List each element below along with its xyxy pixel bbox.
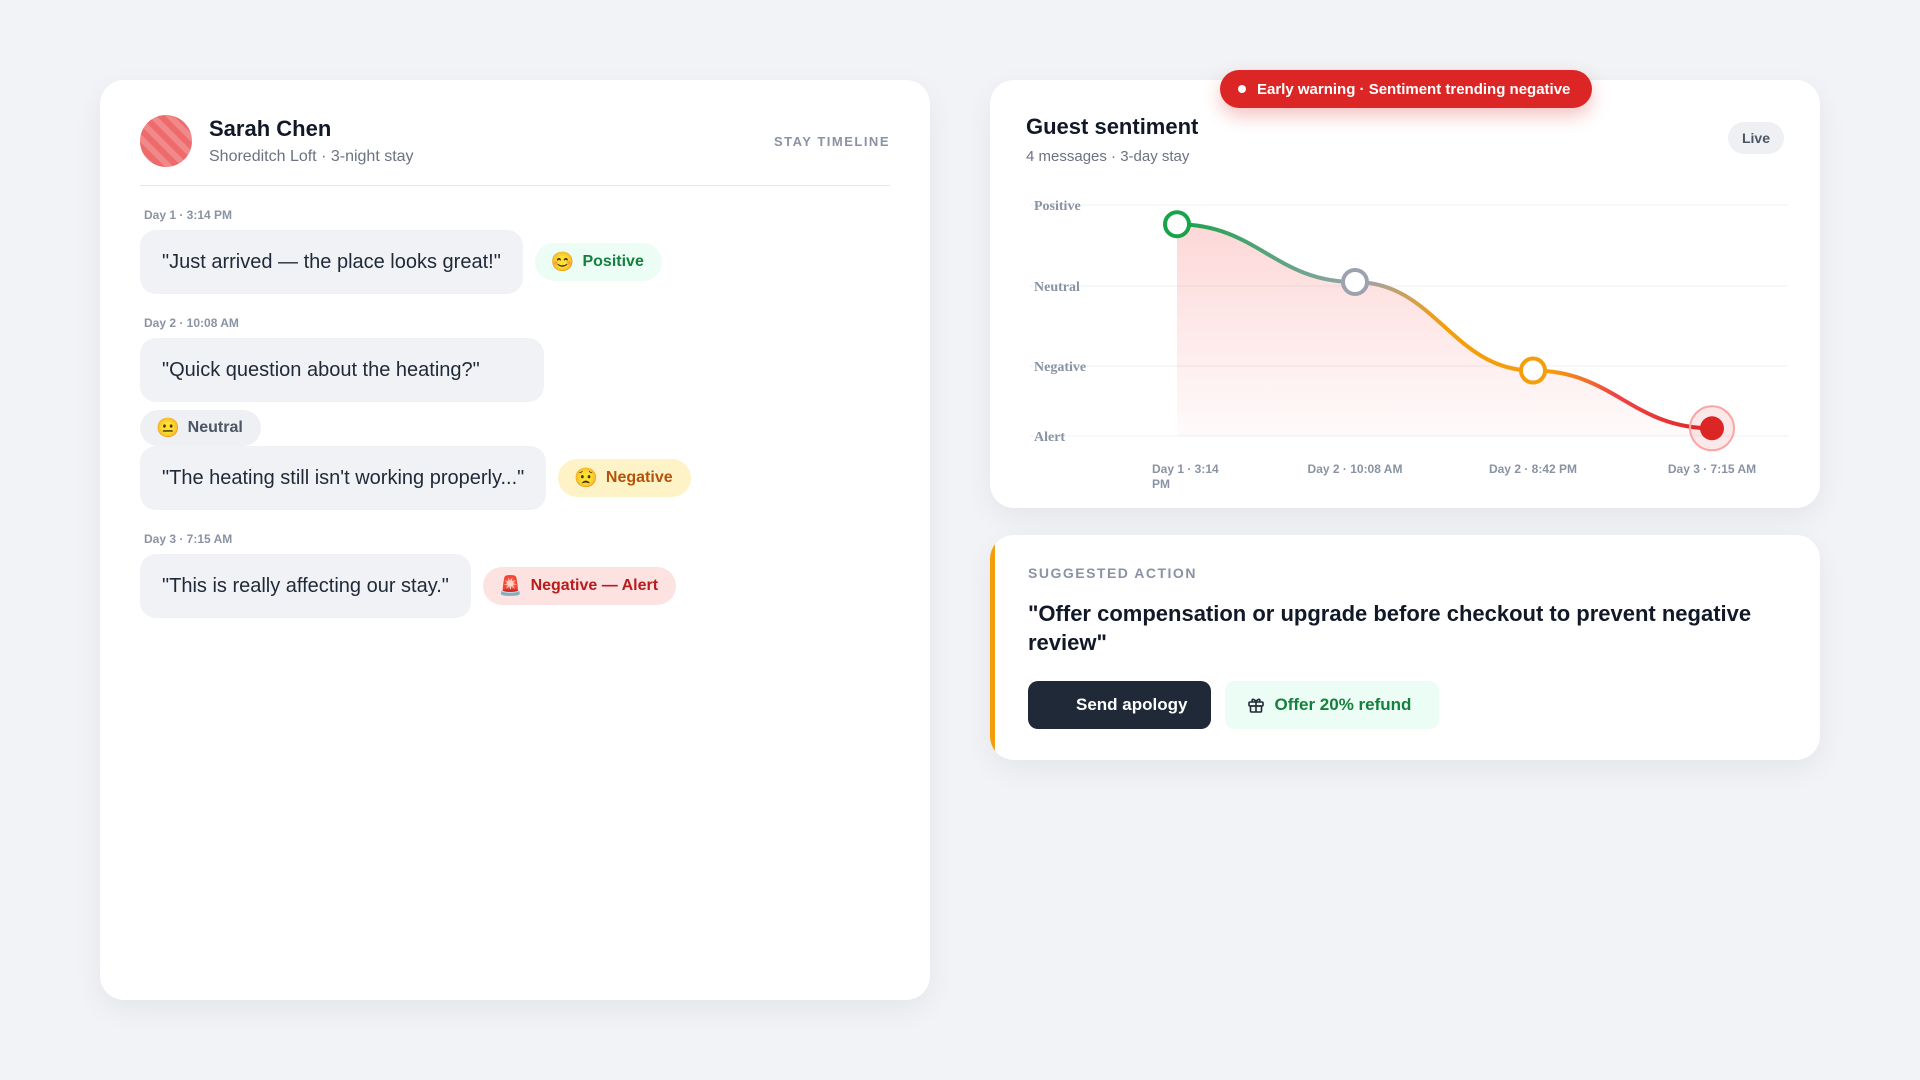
worried-face-icon: 😟	[574, 468, 598, 489]
guest-sentiment-card: Alert Negative Neutral Positive Day 1 · 3:14…	[990, 80, 1820, 508]
y-tick-label: Alert	[1034, 430, 1065, 445]
guest-name: Sarah Chen	[209, 116, 332, 141]
guest-info: Sarah Chen Shoreditch Loft · 3-night sta…	[209, 116, 774, 166]
sentiment-badge: 🚨 Negative — Alert	[482, 567, 677, 605]
x-tick-label: Day 3 · 7:15 AM	[1668, 462, 1756, 476]
sentiment-badge: 😊 Positive	[534, 243, 662, 281]
message-item: Day 1 · 3:14 PM "Just arrived — the plac…	[140, 208, 890, 294]
sentiment-chart: Alert Negative Neutral Positive Day 1 · 3:14…	[1030, 199, 1788, 491]
data-point	[1341, 268, 1369, 296]
warning-dot-icon	[1238, 85, 1246, 93]
divider	[140, 185, 890, 186]
badge-label: Positive	[582, 253, 644, 270]
stay-timeline-label: STAY TIMELINE	[773, 133, 890, 149]
offer-refund-label: Offer 20% refund	[1274, 695, 1412, 714]
avatar	[140, 115, 192, 167]
siren-icon: 🚨	[498, 576, 523, 597]
message-item: Day 2 · 8:42 PM 😐 Neutral "The heating s…	[140, 410, 890, 510]
badge-label: Negative — Alert	[530, 577, 659, 594]
message-bubble[interactable]: "This is really affecting our stay."	[140, 554, 471, 618]
action-label: SUGGESTED ACTION	[1028, 565, 1197, 581]
sentiment-badge: 😟 Negative	[558, 459, 691, 497]
suggested-action-card: SUGGESTED ACTION "Offer compensation or …	[990, 535, 1820, 760]
stay-timeline-card: Sarah Chen Shoreditch Loft · 3-night sta…	[100, 80, 930, 1000]
offer-refund-button[interactable]: Offer 20% refund	[1225, 681, 1440, 729]
data-point	[1519, 356, 1547, 385]
x-tick-label-line: Day 1 · 3:14	[1152, 462, 1219, 476]
data-point	[1163, 210, 1191, 239]
message-bubble[interactable]: "The heating still isn't working properl…	[140, 446, 547, 510]
sentiment-subtitle: 4 messages · 3-day stay	[1026, 148, 1190, 165]
guest-subtitle: Shoreditch Loft · 3-night stay	[209, 148, 414, 165]
message-bubble[interactable]: "Quick question about the heating?"	[140, 338, 544, 402]
x-tick-label-line: PM	[1152, 477, 1170, 491]
live-badge: Live	[1727, 122, 1784, 154]
neutral-face-icon: 😐	[156, 418, 180, 439]
guest-header: Sarah Chen Shoreditch Loft · 3-night sta…	[140, 115, 890, 167]
x-tick-label: Day 2 · 8:42 PM	[1489, 462, 1577, 476]
gift-icon	[1248, 698, 1265, 713]
smile-icon: 😊	[550, 252, 575, 273]
send-apology-button[interactable]: Send apology	[1028, 681, 1212, 729]
action-buttons: Send apology Offer 20% refund	[1028, 681, 1784, 729]
sentiment-badge: 😐 Neutral	[140, 410, 261, 446]
message-item: Day 3 · 7:15 AM "This is really affectin…	[140, 532, 890, 618]
early-warning-badge: Early warning · Sentiment trending negat…	[1220, 70, 1593, 108]
y-tick-label: Negative	[1034, 360, 1086, 375]
x-tick-label: Day 2 · 10:08 AM	[1308, 462, 1403, 476]
x-tick-label: Day 1 · 3:14 PM	[1152, 462, 1219, 491]
sentiment-title: Guest sentiment	[1026, 114, 1199, 139]
message-time: Day 3 · 7:15 AM	[144, 532, 233, 546]
message-time: Day 2 · 10:08 AM	[144, 316, 239, 330]
badge-label: Negative	[605, 469, 673, 486]
action-text: "Offer compensation or upgrade before ch…	[1028, 601, 1752, 655]
warning-text: Early warning · Sentiment trending negat…	[1257, 80, 1571, 98]
y-tick-label: Positive	[1034, 199, 1081, 214]
y-tick-label: Neutral	[1034, 280, 1080, 295]
message-item: Day 2 · 10:08 AM "Quick question about t…	[140, 316, 890, 402]
accent-bar	[990, 535, 995, 760]
badge-label: Neutral	[187, 419, 243, 436]
message-time: Day 1 · 3:14 PM	[144, 208, 233, 222]
message-bubble[interactable]: "Just arrived — the place looks great!"	[140, 230, 523, 294]
data-point	[1700, 416, 1724, 441]
sentiment-line	[1175, 222, 1714, 431]
